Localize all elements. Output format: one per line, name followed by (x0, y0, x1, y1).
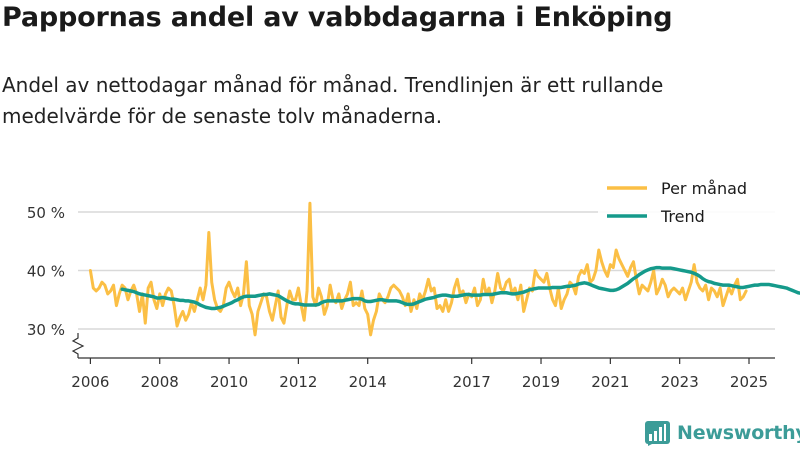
logo-icon-bar (659, 427, 662, 441)
logo-icon-bar (654, 431, 657, 441)
logo-icon-bar (664, 424, 666, 441)
y-tick-label: 40 % (27, 263, 65, 281)
x-tick-label: 2021 (591, 373, 629, 391)
y-tick-label: 30 % (27, 321, 65, 339)
legend-label: Per månad (661, 179, 747, 198)
series-line-trend (120, 265, 800, 311)
axis-break (71, 333, 85, 358)
x-tick-label: 2006 (71, 373, 109, 391)
x-tick-label: 2017 (453, 373, 491, 391)
logo-icon-tail (648, 444, 652, 446)
legend-box (598, 176, 776, 234)
series-lines (88, 201, 800, 337)
page-title: Pappornas andel av vabbdagarna i Enköpin… (2, 2, 673, 33)
x-tick-label: 2014 (349, 373, 387, 391)
logo-text: Newsworthy (677, 422, 800, 444)
bar-chart-icon (645, 421, 670, 446)
x-tick-label: 2010 (210, 373, 248, 391)
page-subtitle: Andel av nettodagar månad för månad. Tre… (2, 73, 664, 128)
logo-icon-bar (649, 434, 652, 441)
x-tick-label: 2012 (279, 373, 317, 391)
y-tick-label: 50 % (27, 204, 65, 222)
newsworthy-logo[interactable]: Newsworthy (645, 420, 800, 446)
x-tick-label: 2008 (141, 373, 179, 391)
axes: 30 % 40 % 50 % 2006 2008 2010 2012 2014 2017 2019… (27, 204, 775, 391)
x-tick-label: 2023 (661, 373, 699, 391)
legend-label: Trend (660, 207, 705, 226)
x-tick-label: 2019 (522, 373, 560, 391)
legend: Per månad Trend (598, 176, 776, 234)
logo-icon-bg (645, 421, 670, 444)
x-tick-label: 2025 (730, 373, 768, 391)
